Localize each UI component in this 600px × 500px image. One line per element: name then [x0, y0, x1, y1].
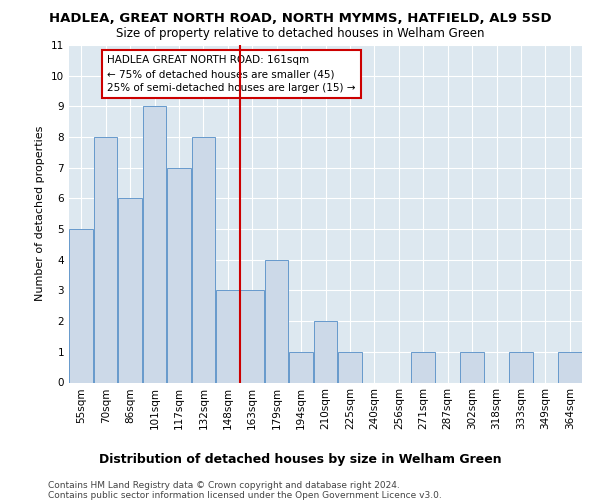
- Bar: [216, 290, 239, 382]
- Bar: [265, 260, 289, 382]
- Bar: [167, 168, 191, 382]
- Bar: [191, 137, 215, 382]
- Bar: [143, 106, 166, 382]
- Bar: [314, 321, 337, 382]
- Text: Size of property relative to detached houses in Welham Green: Size of property relative to detached ho…: [116, 28, 484, 40]
- Text: Contains HM Land Registry data © Crown copyright and database right 2024.: Contains HM Land Registry data © Crown c…: [48, 481, 400, 490]
- Bar: [460, 352, 484, 382]
- Bar: [338, 352, 362, 382]
- Text: Contains public sector information licensed under the Open Government Licence v3: Contains public sector information licen…: [48, 491, 442, 500]
- Bar: [412, 352, 435, 382]
- Text: Distribution of detached houses by size in Welham Green: Distribution of detached houses by size …: [98, 452, 502, 466]
- Bar: [289, 352, 313, 382]
- Bar: [118, 198, 142, 382]
- Text: HADLEA, GREAT NORTH ROAD, NORTH MYMMS, HATFIELD, AL9 5SD: HADLEA, GREAT NORTH ROAD, NORTH MYMMS, H…: [49, 12, 551, 26]
- Bar: [509, 352, 533, 382]
- Text: HADLEA GREAT NORTH ROAD: 161sqm
← 75% of detached houses are smaller (45)
25% of: HADLEA GREAT NORTH ROAD: 161sqm ← 75% of…: [107, 55, 356, 93]
- Bar: [241, 290, 264, 382]
- Bar: [558, 352, 581, 382]
- Bar: [70, 229, 93, 382]
- Bar: [94, 137, 118, 382]
- Y-axis label: Number of detached properties: Number of detached properties: [35, 126, 46, 302]
